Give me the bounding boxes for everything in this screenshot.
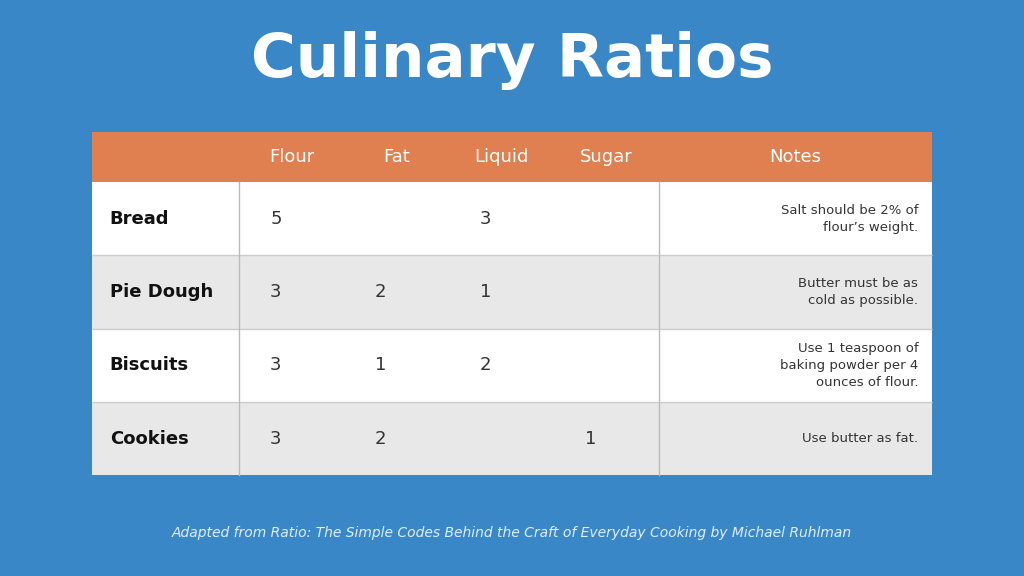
Text: 3: 3 — [480, 210, 492, 228]
Text: Flour: Flour — [269, 149, 314, 166]
Text: 3: 3 — [270, 357, 282, 374]
Text: Liquid: Liquid — [474, 149, 528, 166]
Text: Use butter as fat.: Use butter as fat. — [802, 432, 919, 445]
Text: Salt should be 2% of
flour’s weight.: Salt should be 2% of flour’s weight. — [780, 204, 919, 234]
Text: Cookies: Cookies — [110, 430, 188, 448]
Text: Butter must be as
cold as possible.: Butter must be as cold as possible. — [799, 277, 919, 307]
Text: 2: 2 — [480, 357, 492, 374]
Text: Culinary Ratios: Culinary Ratios — [251, 31, 773, 90]
Text: Adapted from Ratio: The Simple Codes Behind the Craft of Everyday Cooking by Mic: Adapted from Ratio: The Simple Codes Beh… — [172, 526, 852, 540]
Text: Use 1 teaspoon of
baking powder per 4
ounces of flour.: Use 1 teaspoon of baking powder per 4 ou… — [780, 342, 919, 389]
Text: 1: 1 — [375, 357, 386, 374]
Text: Biscuits: Biscuits — [110, 357, 188, 374]
Text: 2: 2 — [375, 430, 386, 448]
Text: 3: 3 — [270, 283, 282, 301]
Text: Pie Dough: Pie Dough — [110, 283, 213, 301]
Text: Notes: Notes — [769, 149, 821, 166]
Text: 2: 2 — [375, 283, 386, 301]
Bar — [92, 329, 932, 402]
Text: 1: 1 — [585, 430, 596, 448]
Text: 1: 1 — [480, 283, 492, 301]
Bar — [92, 255, 932, 329]
Text: Sugar: Sugar — [580, 149, 633, 166]
Bar — [92, 402, 932, 475]
Text: Fat: Fat — [383, 149, 410, 166]
Bar — [92, 182, 932, 255]
Text: 5: 5 — [270, 210, 282, 228]
Bar — [92, 132, 932, 182]
Text: Bread: Bread — [110, 210, 169, 228]
Text: 3: 3 — [270, 430, 282, 448]
